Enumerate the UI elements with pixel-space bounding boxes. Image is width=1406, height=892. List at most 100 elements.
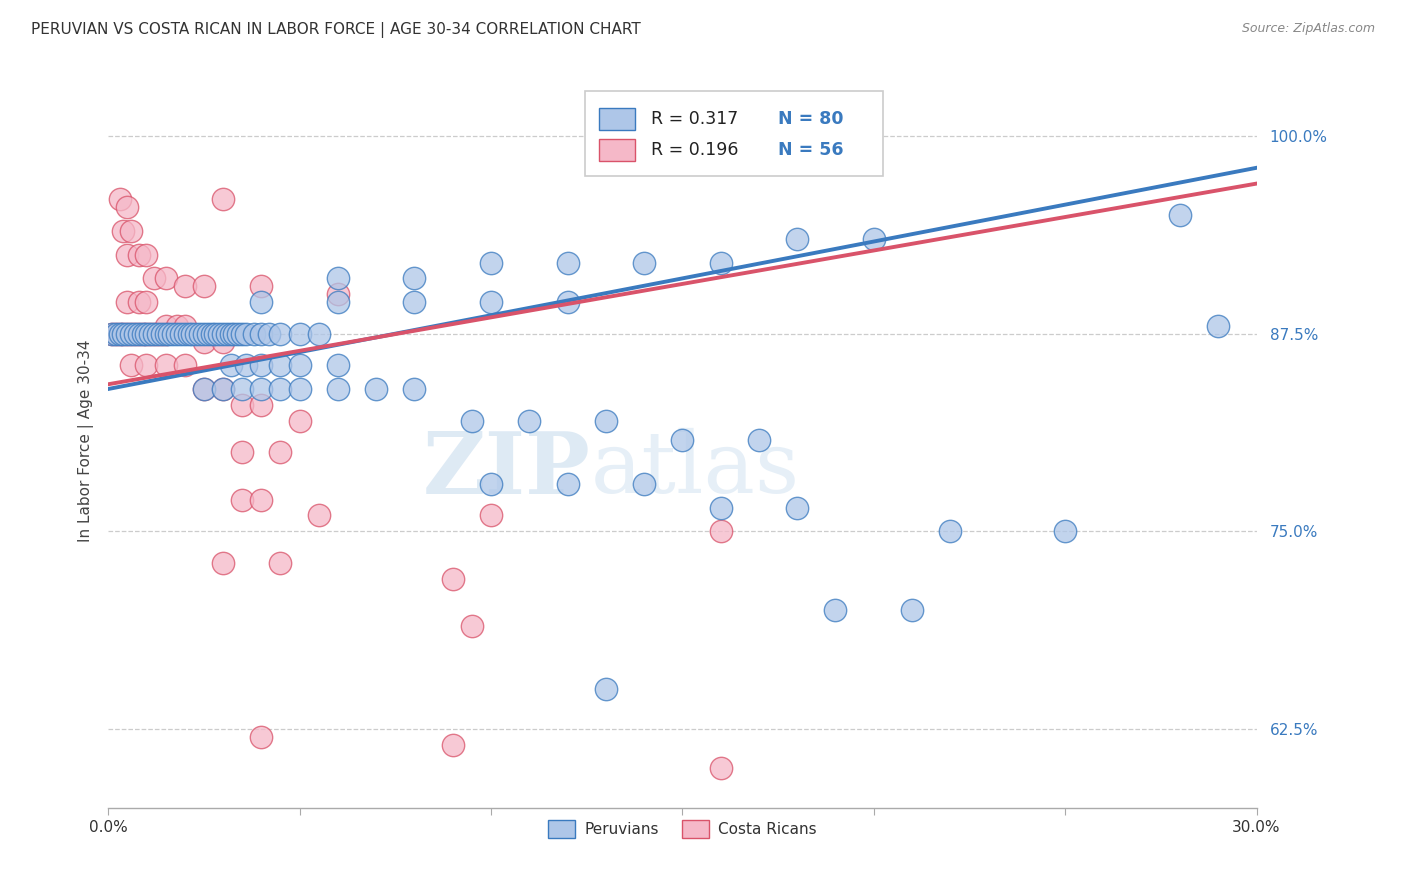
Point [326, 359, 349, 373]
Point [269, 556, 291, 570]
Point [404, 382, 426, 396]
Point [901, 603, 924, 617]
Text: PERUVIAN VS COSTA RICAN IN LABOR FORCE | AGE 30-34 CORRELATION CHART: PERUVIAN VS COSTA RICAN IN LABOR FORCE |… [31, 22, 641, 38]
Point [479, 508, 502, 523]
Point [441, 738, 464, 752]
Point [193, 279, 215, 293]
Point [150, 326, 173, 341]
Point [269, 445, 291, 459]
Point [117, 326, 139, 341]
Point [135, 326, 157, 341]
Point [173, 279, 195, 293]
Point [710, 255, 733, 269]
Point [404, 295, 426, 310]
Point [786, 232, 808, 246]
Point [143, 271, 166, 285]
Point [288, 359, 311, 373]
Point [269, 359, 291, 373]
Point [269, 382, 291, 396]
Point [404, 271, 426, 285]
Text: ZIP: ZIP [423, 428, 591, 512]
Point [1168, 208, 1191, 222]
Point [479, 255, 502, 269]
Point [128, 326, 150, 341]
Point [150, 326, 173, 341]
Point [219, 359, 242, 373]
Point [146, 326, 169, 341]
Point [710, 500, 733, 515]
Point [117, 200, 139, 214]
Point [135, 295, 157, 310]
Point [166, 326, 188, 341]
Point [710, 761, 733, 775]
Point [101, 326, 124, 341]
Point [112, 326, 135, 341]
Point [193, 382, 215, 396]
Point [250, 326, 273, 341]
Point [120, 359, 142, 373]
Point [188, 326, 211, 341]
Point [748, 433, 770, 447]
Point [226, 326, 249, 341]
Point [101, 326, 124, 341]
Point [193, 382, 215, 396]
Point [461, 414, 484, 428]
Point [143, 326, 166, 341]
Point [108, 326, 131, 341]
Point [212, 326, 235, 341]
Point [366, 382, 388, 396]
Point [128, 248, 150, 262]
Point [135, 359, 157, 373]
Point [250, 492, 273, 507]
Point [212, 193, 235, 207]
Point [479, 476, 502, 491]
Point [1206, 318, 1229, 333]
Point [200, 326, 222, 341]
Point [1054, 524, 1077, 539]
Point [441, 572, 464, 586]
Point [250, 279, 273, 293]
Point [288, 326, 311, 341]
Point [219, 326, 242, 341]
Text: N = 80: N = 80 [778, 110, 844, 128]
Point [112, 326, 135, 341]
Point [557, 476, 579, 491]
Text: R = 0.196: R = 0.196 [651, 141, 738, 159]
Point [212, 334, 235, 349]
Point [139, 326, 162, 341]
Point [235, 359, 257, 373]
Point [231, 326, 253, 341]
Point [250, 382, 273, 396]
Point [193, 326, 215, 341]
Point [231, 445, 253, 459]
Point [166, 318, 188, 333]
Point [124, 326, 146, 341]
Point [120, 326, 142, 341]
Point [326, 271, 349, 285]
Point [212, 556, 235, 570]
Point [557, 295, 579, 310]
Point [633, 476, 655, 491]
Point [124, 326, 146, 341]
Point [173, 359, 195, 373]
Point [461, 619, 484, 633]
Point [128, 326, 150, 341]
Point [824, 603, 846, 617]
Text: N = 56: N = 56 [778, 141, 844, 159]
Point [155, 271, 177, 285]
Point [231, 398, 253, 412]
Bar [599, 139, 636, 161]
Point [250, 295, 273, 310]
Point [269, 326, 291, 341]
Point [173, 318, 195, 333]
Point [135, 326, 157, 341]
Point [257, 326, 280, 341]
Point [108, 326, 131, 341]
Point [326, 382, 349, 396]
Point [242, 326, 264, 341]
Point [939, 524, 962, 539]
Point [117, 248, 139, 262]
Point [215, 326, 238, 341]
Bar [599, 108, 636, 129]
Point [671, 433, 693, 447]
